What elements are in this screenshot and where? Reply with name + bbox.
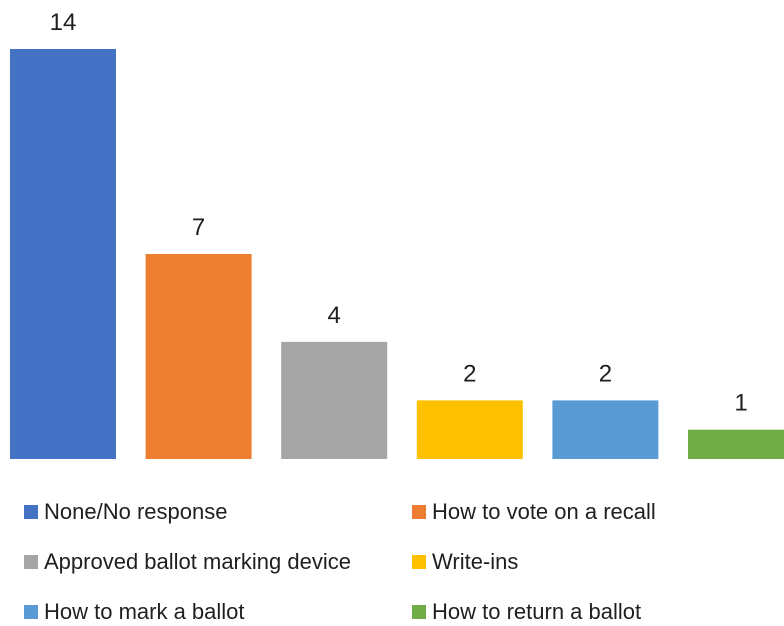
bar-write-ins [416, 400, 523, 459]
data-label-how-to-vote-on-a-recall: 7 [192, 214, 205, 241]
legend-item-none-no-response: None/No response [24, 499, 227, 525]
legend-label-none-no-response: None/No response [44, 499, 228, 524]
legend-swatch-how-to-vote-on-a-recall [412, 505, 426, 519]
legend-label-approved-ballot-marking-device: Approved ballot marking device [44, 549, 351, 574]
legend-swatch-write-ins [412, 555, 426, 569]
data-label-none-no-response: 14 [50, 9, 77, 36]
legend-item-how-to-vote-on-a-recall: How to vote on a recall [412, 499, 656, 525]
data-label-write-ins: 2 [463, 360, 476, 387]
bar-chart-plot: 14 7 4 2 2 1 [10, 9, 784, 459]
legend-label-how-to-return-a-ballot: How to return a ballot [432, 599, 642, 624]
legend-swatch-how-to-mark-a-ballot [24, 605, 38, 619]
legend-item-approved-ballot-marking-device: Approved ballot marking device [24, 549, 351, 575]
legend-swatch-approved-ballot-marking-device [24, 555, 38, 569]
legend-label-how-to-vote-on-a-recall: How to vote on a recall [432, 499, 656, 524]
bar-how-to-mark-a-ballot [552, 400, 659, 459]
bar-approved-ballot-marking-device [281, 341, 388, 459]
data-label-how-to-mark-a-ballot: 2 [599, 360, 612, 387]
legend-item-write-ins: Write-ins [412, 549, 518, 575]
legend-label-how-to-mark-a-ballot: How to mark a ballot [44, 599, 245, 624]
legend-item-how-to-return-a-ballot: How to return a ballot [412, 599, 641, 625]
legend-swatch-how-to-return-a-ballot [412, 605, 426, 619]
legend-swatch-none-no-response [24, 505, 38, 519]
bar-none-no-response [10, 49, 116, 459]
bar-how-to-vote-on-a-recall [145, 254, 252, 459]
bar-how-to-return-a-ballot [688, 429, 784, 459]
data-label-how-to-return-a-ballot: 1 [734, 390, 747, 417]
legend-item-how-to-mark-a-ballot: How to mark a ballot [24, 599, 245, 625]
data-label-approved-ballot-marking-device: 4 [328, 302, 341, 329]
legend-label-write-ins: Write-ins [432, 549, 519, 574]
